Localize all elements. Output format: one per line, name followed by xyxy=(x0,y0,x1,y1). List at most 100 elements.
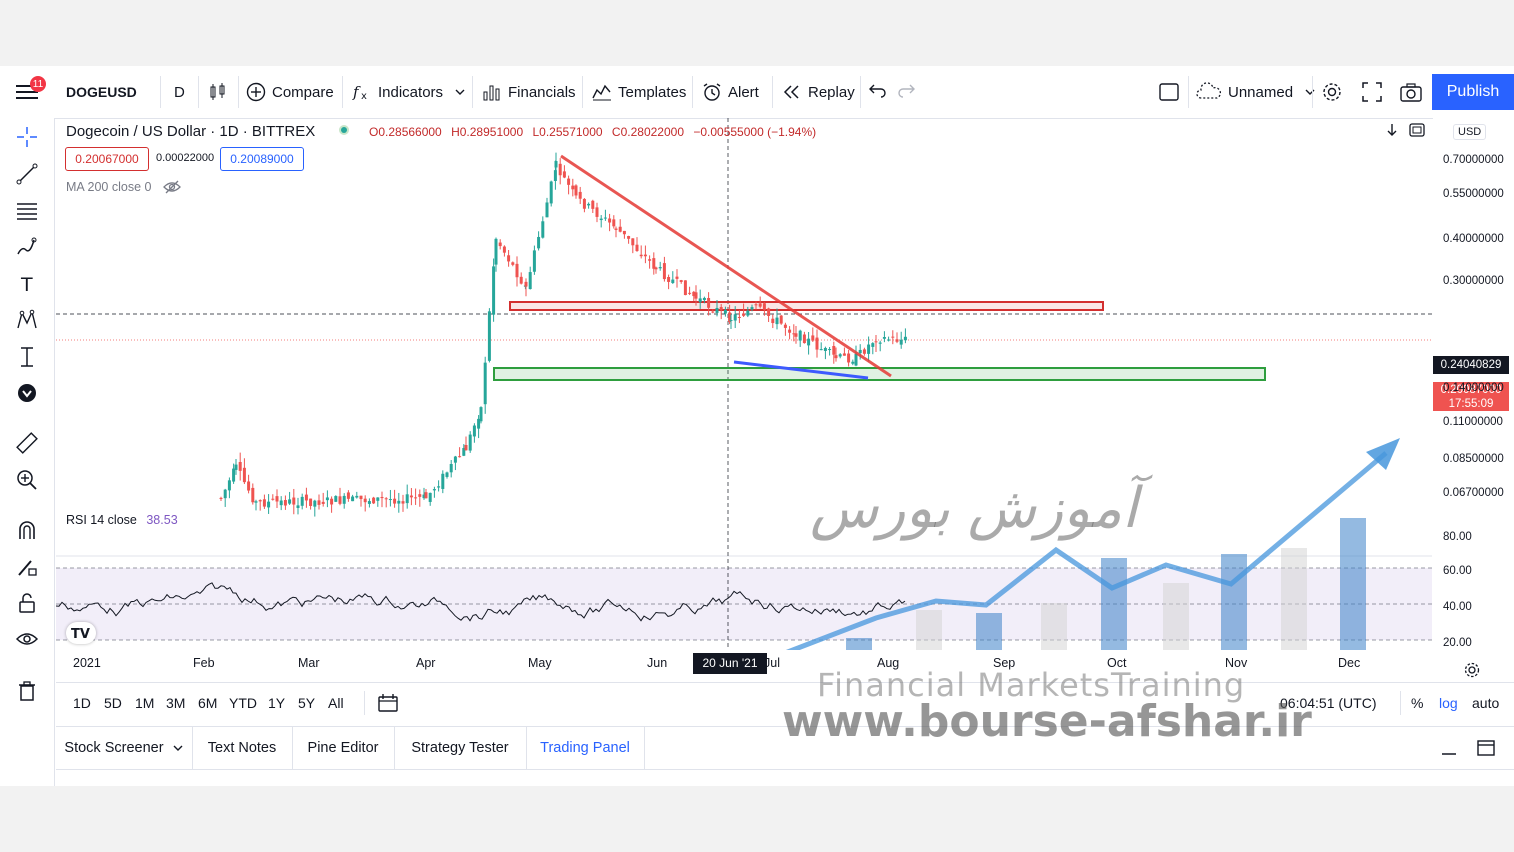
tab-pine-editor[interactable]: Pine Editor xyxy=(292,727,395,769)
time-label: Dec xyxy=(1338,656,1361,670)
eye-hidden-icon[interactable] xyxy=(163,180,181,194)
watermark-line1: Financial MarketsTraining xyxy=(817,666,1246,704)
percent-scale-button[interactable]: % xyxy=(1411,695,1424,711)
chart-type-button[interactable] xyxy=(208,76,234,108)
zoom-in-icon[interactable] xyxy=(14,467,40,493)
log-scale-button[interactable]: log xyxy=(1439,695,1458,711)
candle-body xyxy=(553,170,557,181)
candle-body xyxy=(571,185,575,190)
lock-icon[interactable] xyxy=(14,590,40,616)
buy-price-button[interactable]: 0.20089000 xyxy=(220,147,304,171)
candle-body xyxy=(746,310,750,316)
lock-drawing-pencil-icon[interactable] xyxy=(14,554,40,580)
sell-price-button[interactable]: 0.20067000 xyxy=(65,147,149,171)
crosshair-icon[interactable] xyxy=(14,124,40,150)
range-all-button[interactable]: All xyxy=(328,695,344,711)
tab-label: Stock Screener xyxy=(64,740,164,756)
candle-body xyxy=(524,281,528,287)
notification-badge: 11 xyxy=(30,76,46,92)
candle-body xyxy=(737,316,741,318)
candle-body xyxy=(498,242,502,247)
publish-button[interactable]: Publish xyxy=(1432,74,1514,110)
range-1y-button[interactable]: 1Y xyxy=(268,695,286,711)
plus-circle-icon xyxy=(246,82,266,102)
candle-body xyxy=(401,501,405,504)
goto-date-icon[interactable] xyxy=(377,693,399,713)
undo-button[interactable] xyxy=(868,76,894,108)
symbol-search-button[interactable]: DOGEUSD xyxy=(66,84,137,100)
price-chart[interactable] xyxy=(56,118,1432,650)
brush-icon[interactable] xyxy=(14,234,40,260)
range-ytd-button[interactable]: YTD xyxy=(229,695,257,711)
range-1d-button[interactable]: 1D xyxy=(73,695,91,711)
candle-body xyxy=(667,277,671,282)
trend-line-icon[interactable] xyxy=(14,161,40,187)
fullscreen-button[interactable] xyxy=(1361,76,1389,108)
scroll-down-icon[interactable] xyxy=(1383,121,1401,139)
range-6m-button[interactable]: 6M xyxy=(198,695,218,711)
select-layout-button[interactable] xyxy=(1158,76,1186,108)
minimize-panel-icon[interactable] xyxy=(1440,739,1458,757)
currency-select[interactable]: USD xyxy=(1453,124,1487,140)
candle-body xyxy=(899,339,903,345)
candle-body xyxy=(321,501,325,504)
menu-icon[interactable] xyxy=(14,79,40,105)
ruler-icon[interactable] xyxy=(14,430,40,456)
interval-button[interactable]: D xyxy=(174,83,185,101)
favorites-icon[interactable] xyxy=(14,380,40,406)
ma-indicator-label: MA 200 close 0 xyxy=(66,180,152,194)
range-1m-button[interactable]: 1M xyxy=(135,695,155,711)
range-3m-button[interactable]: 3M xyxy=(166,695,186,711)
templates-button[interactable]: Templates xyxy=(592,76,686,108)
candle-body xyxy=(771,318,775,324)
candle-body xyxy=(453,456,457,463)
candle-body xyxy=(468,434,472,451)
tab-trading-panel[interactable]: Trading Panel xyxy=(526,727,645,769)
candle-body xyxy=(418,494,422,497)
tab-strategy-tester[interactable]: Strategy Tester xyxy=(394,727,527,769)
pattern-icon[interactable] xyxy=(14,307,40,333)
magnet-icon[interactable] xyxy=(14,517,40,543)
alert-button[interactable]: Alert xyxy=(702,76,759,108)
financials-button[interactable]: Financials xyxy=(482,76,576,108)
auto-scale-button[interactable]: auto xyxy=(1472,695,1500,711)
text-tool-icon[interactable]: T xyxy=(14,271,40,297)
candle-body xyxy=(334,496,338,502)
maximize-pane-icon[interactable] xyxy=(1408,121,1426,139)
chart-settings-gear-icon[interactable] xyxy=(1463,661,1481,679)
fib-retracement-icon[interactable] xyxy=(14,198,40,224)
time-axis[interactable]: 2021 Feb Mar Apr May Jun Jul Aug Sep Oct… xyxy=(56,650,1432,676)
market-status-icon xyxy=(339,125,349,135)
watermark-bar xyxy=(1041,603,1067,650)
layout-name-button[interactable]: Unnamed xyxy=(1196,76,1323,108)
candle-body xyxy=(618,226,622,232)
replay-button[interactable]: Replay xyxy=(782,76,855,108)
candle-body xyxy=(414,497,418,499)
price-label: 0.55000000 xyxy=(1443,188,1504,200)
open-value: O0.28566000 xyxy=(369,125,442,139)
range-5y-button[interactable]: 5Y xyxy=(298,695,316,711)
range-5d-button[interactable]: 5D xyxy=(104,695,122,711)
maximize-panel-icon[interactable] xyxy=(1476,739,1496,757)
alarm-clock-icon xyxy=(703,83,721,101)
candle-body xyxy=(878,342,882,344)
snapshot-button[interactable] xyxy=(1399,76,1429,108)
trash-icon[interactable] xyxy=(14,678,40,704)
tab-text-notes[interactable]: Text Notes xyxy=(192,727,293,769)
measure-icon[interactable] xyxy=(14,344,40,370)
settings-button[interactable] xyxy=(1321,76,1349,108)
compare-button[interactable]: Compare xyxy=(246,76,334,108)
price-axis[interactable]: USD 0.70000000 0.55000000 0.40000000 0.3… xyxy=(1433,118,1514,678)
candle-body xyxy=(887,339,891,341)
candle-body xyxy=(346,492,350,499)
alert-label: Alert xyxy=(728,83,759,101)
symbol-title: Dogecoin / US Dollar · 1D · BITTREX xyxy=(66,123,316,140)
utc-clock[interactable]: 06:04:51 (UTC) xyxy=(1280,695,1377,711)
watermark-bar xyxy=(1221,554,1247,650)
redo-button[interactable] xyxy=(896,76,922,108)
compare-label: Compare xyxy=(272,83,334,101)
tab-stock-screener[interactable]: Stock Screener xyxy=(56,727,193,769)
eye-icon[interactable] xyxy=(14,626,40,652)
candle-body xyxy=(462,447,466,456)
